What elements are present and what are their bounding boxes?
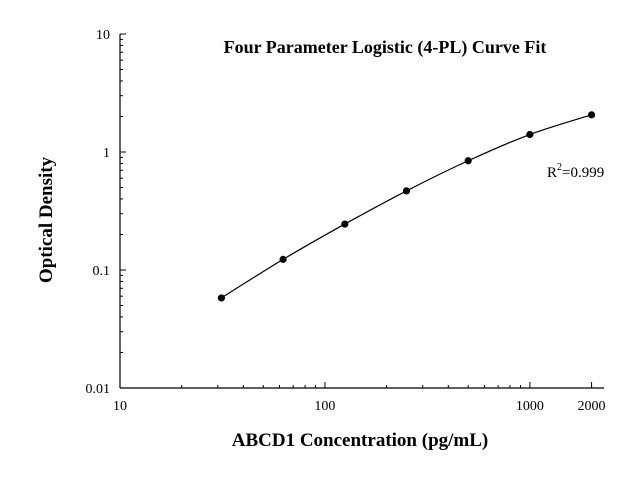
y-tick-label: 10 (96, 28, 110, 43)
x-tick-label: 1000 (516, 399, 544, 414)
x-axis-label: ABCD1 Concentration (pg/mL) (232, 430, 489, 451)
data-point (587, 111, 596, 119)
x-tick-label: 10 (113, 399, 127, 414)
x-ticks: 10 100 1000 2000 (113, 382, 606, 414)
data-points (217, 111, 596, 302)
y-axis-label: Optical Density (36, 156, 57, 283)
y-tick-label: 0.1 (93, 264, 111, 279)
data-point (464, 157, 472, 165)
y-ticks: 0.01 0.1 1 10 (86, 28, 126, 397)
data-point (279, 255, 287, 263)
chart-title: Four Parameter Logistic (4-PL) Curve Fit (224, 37, 547, 58)
x-tick-label: 100 (314, 399, 335, 414)
data-point (402, 187, 411, 195)
y-tick-label: 0.01 (86, 382, 111, 397)
data-point (217, 294, 226, 302)
data-point (341, 220, 349, 228)
data-point (526, 130, 534, 139)
axes (119, 34, 604, 389)
x-tick-label: 2000 (578, 399, 606, 414)
y-tick-label: 1 (103, 146, 110, 161)
r-squared-annotation: R2=0.999 (547, 162, 604, 181)
fit-curve (221, 114, 592, 299)
